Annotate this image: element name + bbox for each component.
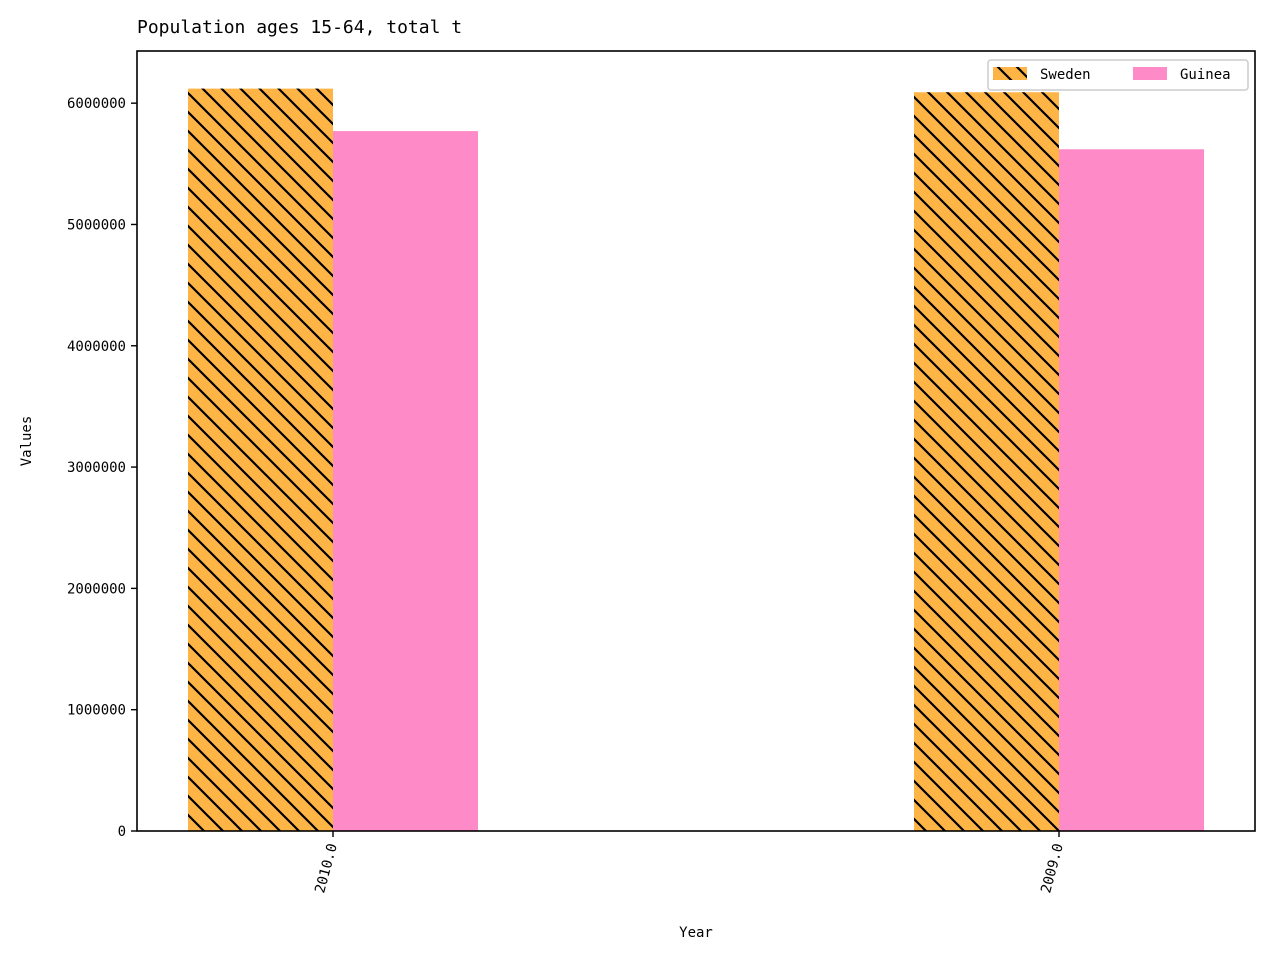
y-axis-label: Values <box>19 416 35 467</box>
y-tick-label: 1000000 <box>67 703 126 719</box>
legend: Sweden Guinea <box>987 59 1249 91</box>
y-tick-label: 6000000 <box>67 96 126 112</box>
plot-frame <box>136 50 1256 832</box>
legend-box <box>987 59 1249 91</box>
x-tick-label: 2010.0 <box>312 842 341 895</box>
legend-label-guinea: Guinea <box>1180 67 1231 83</box>
bar-hatch-sweden-2009-0 <box>914 92 1059 832</box>
legend-swatch-hatch-sweden <box>993 67 1027 80</box>
y-tick-label: 4000000 <box>67 339 126 355</box>
legend-swatch-guinea <box>1133 67 1167 80</box>
y-tick-label: 0 <box>118 824 126 840</box>
y-tick-label: 3000000 <box>67 460 126 476</box>
x-tick-label: 2009.0 <box>1038 842 1067 895</box>
x-axis-label: Year <box>679 925 713 941</box>
y-tick-label: 5000000 <box>67 217 126 233</box>
y-tick-label: 2000000 <box>67 581 126 597</box>
plot-area: 0 1000000 2000000 3000000 4000000 5000000 6000… <box>67 50 1256 895</box>
bar-guinea-2009-0 <box>1059 149 1204 831</box>
chart-title: Population ages 15-64, total t <box>137 17 462 38</box>
bar-guinea-2010-0 <box>333 131 478 832</box>
bar-hatch-sweden-2010-0 <box>188 88 333 831</box>
legend-label-sweden: Sweden <box>1040 67 1091 83</box>
